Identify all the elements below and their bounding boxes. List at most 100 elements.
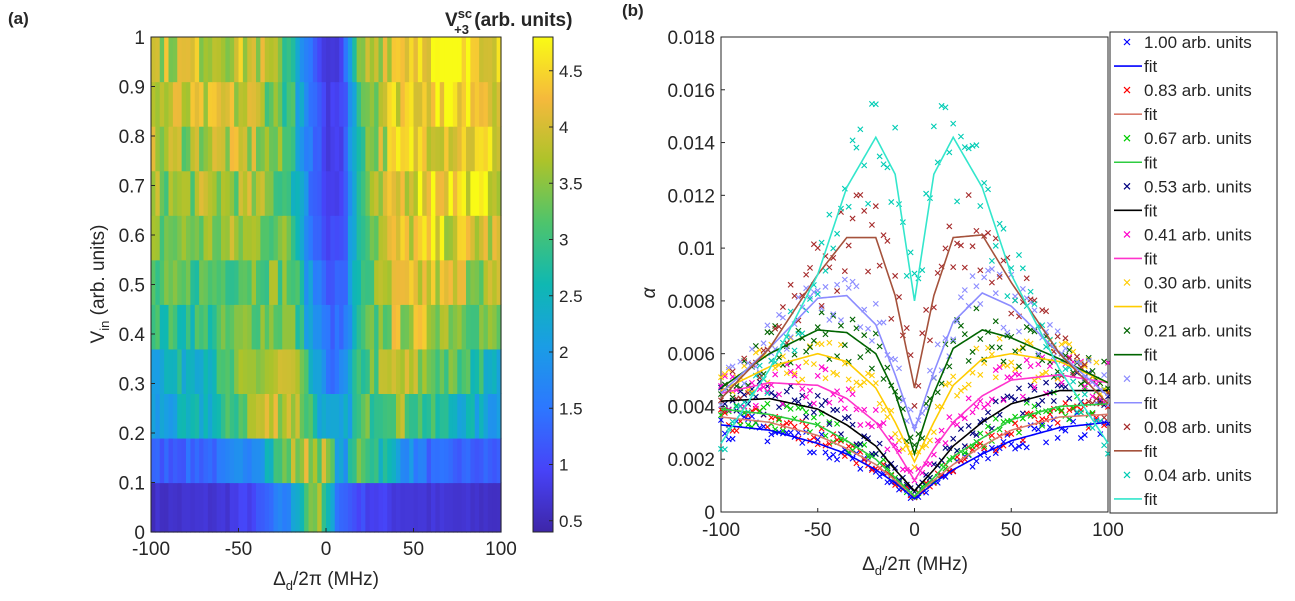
heatmap-cell [426,393,432,439]
data-point [1074,353,1081,360]
heatmap-cell [269,437,275,484]
data-point [729,368,736,375]
heatmap-cell [326,37,331,83]
heatmap-cell [190,37,196,83]
heatmap-cell [308,126,314,172]
heatmap-cell [352,215,358,261]
heatmap-cell [308,393,314,439]
heatmap-cell [466,437,471,484]
heatmap-cell [260,126,266,172]
heatmap-cell [203,215,209,261]
heatmap-cell [470,215,476,261]
heatmap-cell [238,37,244,83]
data-point [1043,369,1050,376]
heatmap-cell [308,437,314,484]
heatmap-cell [251,126,257,172]
heatmap-cell [216,482,222,533]
data-point [985,455,992,462]
data-point [857,382,864,389]
heatmap-cell [487,304,493,350]
data-point [807,387,813,394]
data-point [892,124,899,131]
heatmap-cell [264,170,270,216]
heatmap-cell [378,37,384,83]
data-point [865,421,872,428]
heatmap-cell [212,170,218,216]
heatmap-cell [190,482,196,533]
heatmap-cell [207,259,213,305]
heatmap-cell [286,37,292,83]
heatmap-cell [483,170,489,216]
legend-fit-label: fit [1144,394,1158,413]
heatmap-cell [151,126,156,172]
heatmap-cell [431,126,436,172]
heatmap-x-tick-label: 100 [485,539,517,560]
data-point [822,449,829,456]
heatmap-cell [334,81,340,127]
heatmap-cell [483,259,489,305]
heatmap-cell [369,304,375,350]
data-point [791,370,798,377]
heatmap-cell [155,304,161,350]
data-point [1031,386,1038,393]
heatmap-cell [378,126,384,172]
heatmap-cell [194,81,200,127]
heatmap-cell [212,259,218,305]
heatmap-cell [186,81,191,127]
heatmap-cell [251,259,257,305]
heatmap-cell [295,215,301,261]
heatmap-cell [273,259,279,305]
heatmap-cell [444,482,450,533]
heatmap-cell [221,259,226,305]
data-point [954,421,961,428]
heatmap-cell [457,259,463,305]
heatmap-cell [159,37,165,83]
data-point [892,430,899,437]
heatmap-cell [238,393,244,439]
heatmap-cell [492,259,498,305]
data-point [1016,385,1022,392]
heatmap-cell [404,393,410,439]
heatmap-cell [251,81,257,127]
heatmap-cell [343,170,349,216]
data-point [1012,348,1019,355]
data-point [764,322,771,329]
heatmap-cell [168,482,174,533]
heatmap-cell [404,37,410,83]
data-point [779,304,786,311]
heatmap-cell [295,482,301,533]
heatmap-cell [181,393,187,439]
heatmap-cell [304,215,310,261]
data-point [1066,407,1073,414]
data-point [1081,432,1088,439]
data-point [1054,328,1061,335]
heatmap-cell [400,437,406,484]
heatmap-cell [207,437,213,484]
heatmap-cell [221,81,226,127]
data-point [1050,398,1057,404]
data-point [1019,345,1026,352]
heatmap-cell [387,437,393,484]
heatmap-cell [426,304,432,350]
heatmap-cell [391,37,397,83]
data-point [985,186,992,193]
heatmap-cell [295,81,301,127]
heatmap-cell [422,170,428,216]
heatmap-cell [251,393,257,439]
heatmap-cell [317,126,323,172]
heatmap-cell [247,170,253,216]
colorbar-scale [532,36,554,533]
data-point [857,422,864,429]
heatmap-cell [378,170,384,216]
heatmap-cell [181,170,187,216]
heatmap-cell [387,393,393,439]
data-point [872,300,879,307]
data-point [1089,393,1096,400]
heatmap-cell [304,126,310,172]
heatmap-cell [260,482,266,533]
heatmap-cell [439,259,445,305]
heatmap-cell [479,170,485,216]
heatmap-cell [387,215,393,261]
data-point [961,287,968,294]
heatmap-cell [435,348,441,394]
